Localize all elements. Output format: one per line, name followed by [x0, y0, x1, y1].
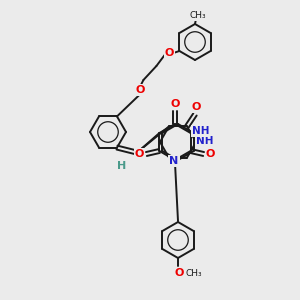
- Text: O: O: [170, 99, 180, 109]
- Text: NH: NH: [196, 136, 214, 146]
- Text: N: N: [169, 156, 178, 166]
- Text: O: O: [174, 268, 184, 278]
- Text: O: O: [135, 149, 144, 159]
- Text: O: O: [206, 149, 215, 159]
- Text: O: O: [191, 102, 201, 112]
- Text: CH₃: CH₃: [190, 11, 206, 20]
- Text: O: O: [136, 85, 145, 95]
- Text: NH: NH: [192, 126, 209, 136]
- Text: H: H: [117, 160, 127, 171]
- Text: O: O: [165, 48, 174, 58]
- Text: CH₃: CH₃: [186, 268, 202, 278]
